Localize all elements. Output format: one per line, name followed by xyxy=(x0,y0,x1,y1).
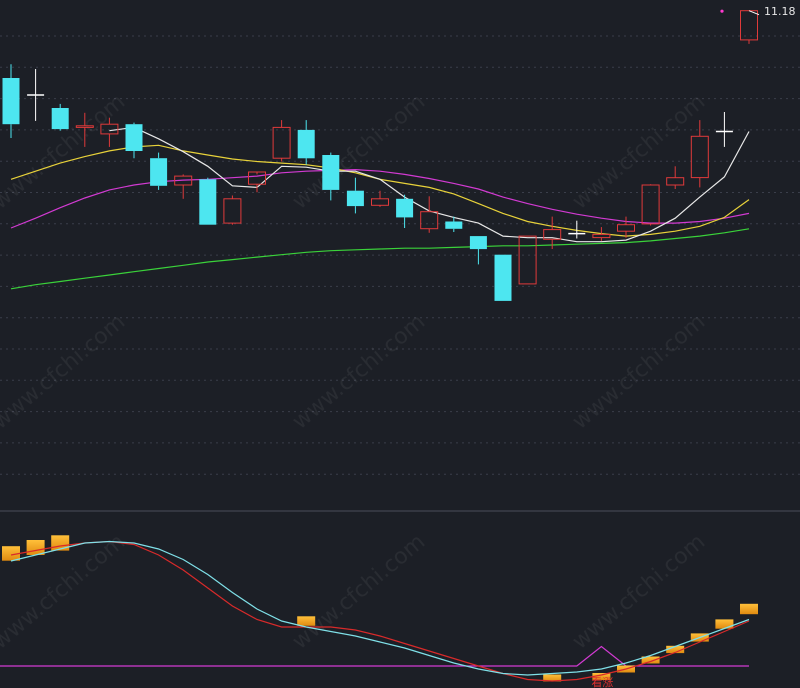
candle xyxy=(494,254,512,301)
candle xyxy=(518,235,537,285)
high-pointer-arrow xyxy=(748,10,760,16)
candle-body xyxy=(617,224,635,232)
candle xyxy=(272,120,291,162)
watermark-text: www.cfchi.com xyxy=(568,529,710,654)
candle xyxy=(322,152,340,201)
candle-body xyxy=(322,155,340,190)
candle-body xyxy=(420,211,439,230)
candle-body xyxy=(51,108,69,130)
ma-green-line xyxy=(10,228,750,290)
candle xyxy=(715,112,733,147)
oscillator-bar xyxy=(297,616,316,626)
candle-body xyxy=(297,129,315,159)
oscillator-bar xyxy=(26,540,45,555)
oscillator-bar xyxy=(641,656,660,664)
candle-body xyxy=(272,126,291,159)
candle xyxy=(2,64,20,138)
candle-body xyxy=(518,235,537,285)
candle-body xyxy=(174,175,193,186)
last-price-label: 11.18 xyxy=(764,5,796,18)
candle-body xyxy=(371,198,389,206)
watermark-layer: www.cfchi.com www.cfchi.com www.cfchi.com w… xyxy=(0,89,710,654)
candle xyxy=(592,227,611,241)
candle xyxy=(617,216,635,238)
candle-body xyxy=(543,229,562,240)
candle-body xyxy=(223,198,242,224)
candle xyxy=(51,103,69,131)
watermark-text: www.cfchi.com xyxy=(288,529,430,654)
candle-body xyxy=(346,190,364,207)
candle xyxy=(420,196,439,233)
candle-body xyxy=(641,184,660,225)
candle xyxy=(469,236,487,265)
candle xyxy=(223,195,242,225)
watermark-text: www.cfchi.com xyxy=(568,309,710,434)
watermark-text: www.cfchi.com xyxy=(0,309,130,434)
candle-body xyxy=(100,123,119,135)
candle-body xyxy=(199,179,217,225)
oscillator-bar xyxy=(740,603,758,615)
candle-body xyxy=(592,233,611,239)
candle-body xyxy=(740,10,758,41)
candle xyxy=(346,177,364,214)
candle xyxy=(100,117,119,147)
candle-body xyxy=(125,124,143,151)
candle xyxy=(396,194,414,228)
oscillator-bar xyxy=(2,546,20,561)
candles xyxy=(2,9,760,301)
watermark-text: www.cfchi.com xyxy=(288,309,430,434)
candle-body xyxy=(494,254,512,301)
candle-body xyxy=(666,177,685,186)
candle xyxy=(150,152,168,190)
oscillator-bar xyxy=(543,674,562,682)
candle xyxy=(371,190,389,207)
candle-body xyxy=(150,158,168,186)
watermark-text: www.cfchi.com xyxy=(568,89,710,214)
candle xyxy=(445,216,463,232)
candle xyxy=(75,112,94,147)
candle xyxy=(690,120,709,188)
candle-body xyxy=(75,125,94,128)
candle xyxy=(297,120,315,165)
oscillator-bar xyxy=(715,619,734,629)
oscillator-baseline xyxy=(0,645,749,667)
candle-body xyxy=(469,236,487,250)
candle xyxy=(174,174,193,199)
candle xyxy=(199,177,217,225)
oscillator-bar xyxy=(51,535,70,551)
oscillator-bar xyxy=(592,673,611,680)
candle xyxy=(641,184,660,226)
candle-body xyxy=(396,198,414,218)
candle xyxy=(568,220,586,239)
candle xyxy=(740,10,758,44)
oscillator-slow-line xyxy=(10,540,750,682)
candle xyxy=(27,69,45,121)
candle xyxy=(125,122,143,159)
candle-body xyxy=(690,135,709,179)
candle-body xyxy=(248,171,266,185)
candle xyxy=(543,216,562,249)
candle xyxy=(666,166,685,189)
candle xyxy=(248,171,266,193)
oscillator-bar xyxy=(666,645,685,654)
candle-body xyxy=(2,78,20,125)
oscillator-fast-line xyxy=(10,540,750,676)
oscillator-panel xyxy=(0,535,758,682)
signal-label: 看涨 xyxy=(591,675,613,688)
high-marker-dot xyxy=(720,9,724,13)
candle-body xyxy=(445,221,463,229)
